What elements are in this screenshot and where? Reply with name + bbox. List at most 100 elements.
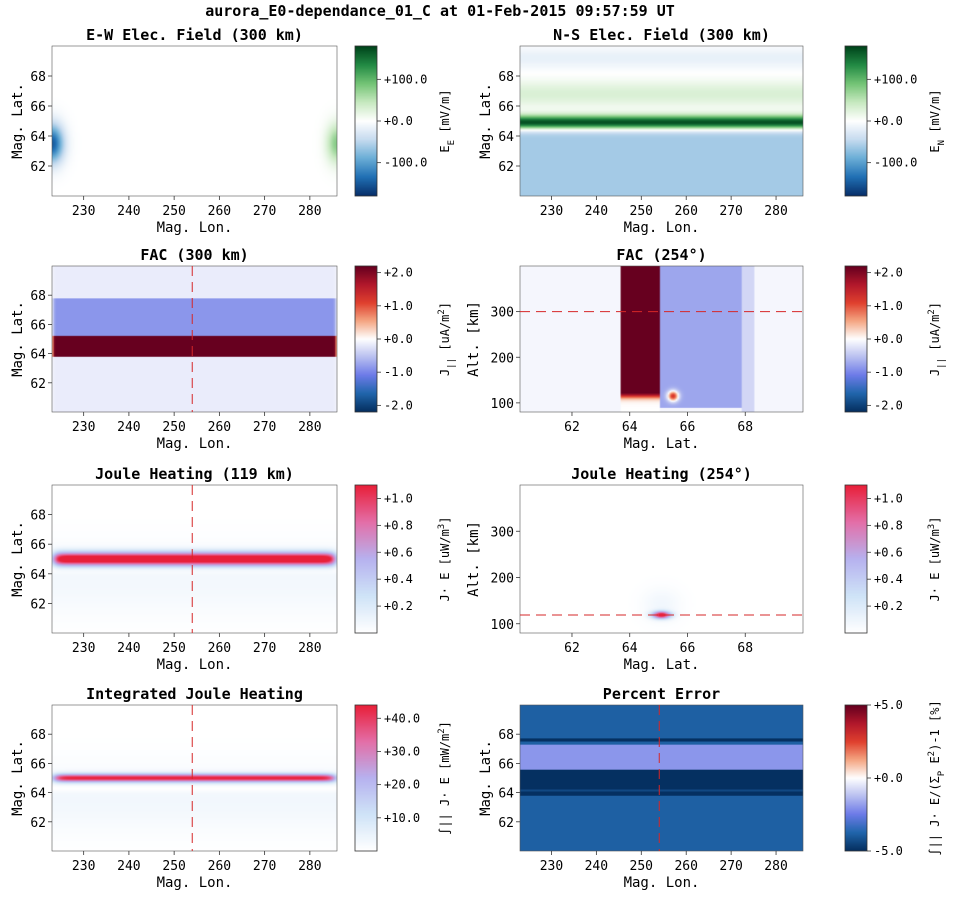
y-tick-label: 200 bbox=[491, 572, 514, 587]
y-tick-label: 64 bbox=[498, 787, 514, 802]
colorbar-tick-label: +1.0 bbox=[384, 299, 413, 313]
x-tick-label: 270 bbox=[719, 204, 742, 219]
y-tick-label: 62 bbox=[30, 597, 46, 612]
y-tick-label: 200 bbox=[491, 351, 514, 366]
panel-title: Percent Error bbox=[603, 685, 720, 703]
colorbar-label: J|| [uA/m2] bbox=[437, 302, 457, 376]
y-tick-label: 66 bbox=[30, 100, 46, 115]
x-tick-label: 280 bbox=[298, 420, 321, 435]
y-axis-label: Alt. [km] bbox=[466, 301, 482, 377]
x-axis-label: Mag. Lon. bbox=[624, 875, 700, 891]
y-tick-label: 66 bbox=[30, 538, 46, 553]
y-tick-label: 66 bbox=[498, 100, 514, 115]
x-tick-label: 250 bbox=[162, 420, 185, 435]
colorbar-jh119 bbox=[355, 485, 377, 633]
colorbar-label: J|| [uA/m2] bbox=[927, 302, 947, 376]
x-tick-label: 250 bbox=[162, 859, 185, 874]
colorbar-tick-label: -5.0 bbox=[874, 844, 903, 858]
colorbar-label: ∫|| J· E [mW/m2] bbox=[437, 721, 452, 835]
colorbar-tick-label: +1.0 bbox=[874, 491, 903, 505]
x-axis-label: Mag. Lon. bbox=[157, 436, 233, 452]
colorbar-tick-label: +2.0 bbox=[874, 266, 903, 280]
colorbar-tick-label: +30.0 bbox=[384, 744, 420, 758]
panel-jh254: Joule Heating (254°) 62 64 66 68 100 200 300 Mag… bbox=[466, 465, 942, 673]
x-tick-label: 260 bbox=[208, 859, 231, 874]
y-tick-label: 68 bbox=[30, 728, 46, 743]
x-tick-label: 240 bbox=[117, 420, 140, 435]
colorbar-label: J· E [uW/m3] bbox=[437, 517, 452, 602]
x-tick-label: 230 bbox=[72, 859, 95, 874]
colorbar-tick-label: -1.0 bbox=[874, 365, 903, 379]
x-tick-label: 270 bbox=[253, 420, 276, 435]
y-tick-label: 62 bbox=[30, 377, 46, 392]
colorbar-ijh bbox=[355, 705, 377, 851]
x-tick-label: 240 bbox=[117, 641, 140, 656]
x-tick-label: 260 bbox=[674, 859, 697, 874]
x-tick-label: 250 bbox=[162, 641, 185, 656]
colorbar-ns bbox=[845, 46, 867, 196]
colorbar-tick-label: +2.0 bbox=[384, 266, 413, 280]
panel-ns: N-S Elec. Field (300 km) 230 240 250 260 270 2… bbox=[478, 26, 947, 236]
colorbar-ew bbox=[355, 46, 377, 196]
x-tick-label: 270 bbox=[253, 641, 276, 656]
colorbar-tick-label: +0.0 bbox=[874, 771, 903, 785]
colorbar-label: EN [mV/m] bbox=[928, 89, 947, 152]
x-tick-label: 270 bbox=[253, 859, 276, 874]
plot-frame bbox=[519, 45, 804, 197]
plot-frame bbox=[519, 265, 804, 413]
x-axis-label: Mag. Lat. bbox=[624, 436, 700, 452]
x-tick-label: 280 bbox=[298, 859, 321, 874]
colorbar-tick-label: +0.8 bbox=[384, 518, 413, 532]
panel-fac300: FAC (300 km) 230 240 250 260 270 280 62 64 66 68 Ma… bbox=[10, 246, 457, 452]
x-tick-label: 66 bbox=[680, 641, 696, 656]
x-tick-label: 240 bbox=[117, 859, 140, 874]
colorbar-tick-label: -2.0 bbox=[384, 398, 413, 412]
plot-frame bbox=[519, 704, 804, 852]
colorbar-tick-label: -1.0 bbox=[384, 365, 413, 379]
plot-frame bbox=[519, 484, 804, 634]
colorbar-frame bbox=[354, 484, 378, 634]
colorbar-tick-label: +1.0 bbox=[384, 491, 413, 505]
y-tick-label: 62 bbox=[498, 816, 514, 831]
x-tick-label: 260 bbox=[208, 641, 231, 656]
colorbar-tick-label: +100.0 bbox=[874, 72, 917, 86]
x-tick-label: 240 bbox=[585, 859, 608, 874]
y-axis-label: Mag. Lat. bbox=[478, 740, 494, 816]
colorbar-tick-label: +0.4 bbox=[874, 572, 903, 586]
x-tick-label: 66 bbox=[680, 420, 696, 435]
y-tick-label: 62 bbox=[30, 816, 46, 831]
colorbar-perr bbox=[845, 705, 867, 851]
y-axis-label: Mag. Lat. bbox=[10, 740, 26, 816]
x-axis-label: Mag. Lon. bbox=[157, 875, 233, 891]
colorbar-tick-label: +0.2 bbox=[874, 599, 903, 613]
colorbar-fac300 bbox=[355, 266, 377, 412]
y-tick-label: 300 bbox=[491, 525, 514, 540]
colorbar-tick-label: +100.0 bbox=[384, 72, 427, 86]
colorbar-tick-label: +0.0 bbox=[874, 332, 903, 346]
colorbar-tick-label: +20.0 bbox=[384, 778, 420, 792]
heatmap-fac254 bbox=[520, 266, 803, 412]
panel-perr: Percent Error 230 240 250 260 270 280 62 64 66 68 M… bbox=[478, 685, 947, 891]
heatmap-perr bbox=[520, 705, 803, 851]
y-tick-label: 64 bbox=[30, 348, 46, 363]
heatmap-ew bbox=[52, 46, 337, 196]
x-tick-label: 270 bbox=[719, 859, 742, 874]
colorbar-tick-label: +0.8 bbox=[874, 518, 903, 532]
colorbar-tick-label: +40.0 bbox=[384, 711, 420, 725]
colorbar-tick-label: +0.0 bbox=[384, 332, 413, 346]
y-tick-label: 66 bbox=[498, 757, 514, 772]
heatmap-ns bbox=[520, 46, 803, 196]
panel-title: Joule Heating (119 km) bbox=[95, 465, 294, 483]
colorbar-tick-label: -100.0 bbox=[384, 156, 427, 170]
y-axis-label: Mag. Lat. bbox=[10, 521, 26, 597]
panel-title: Joule Heating (254°) bbox=[571, 465, 752, 483]
x-tick-label: 62 bbox=[564, 420, 580, 435]
colorbar-label: J· E [uW/m3] bbox=[927, 517, 942, 602]
colorbar-frame bbox=[354, 704, 378, 852]
colorbar-tick-label: +0.0 bbox=[384, 114, 413, 128]
plot-frame bbox=[51, 704, 338, 852]
heatmap-fac300 bbox=[52, 266, 337, 412]
colorbar-jh254 bbox=[845, 485, 867, 633]
x-tick-label: 68 bbox=[737, 641, 753, 656]
